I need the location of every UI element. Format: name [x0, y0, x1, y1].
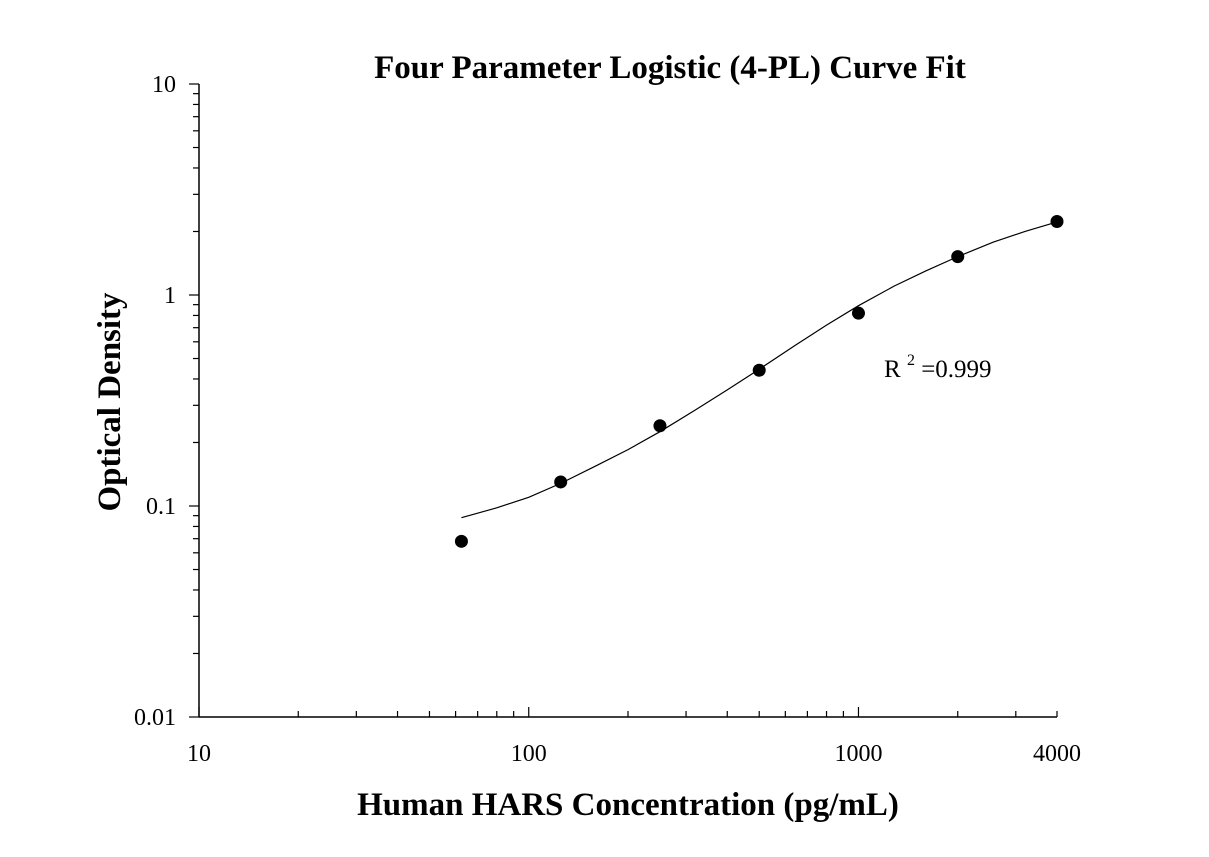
data-point — [1050, 215, 1064, 229]
axes — [198, 84, 1057, 718]
x-tick-label: 10 — [187, 741, 211, 767]
y-tick-label: 1 — [164, 283, 176, 309]
data-point — [951, 250, 965, 264]
data-point — [851, 306, 865, 320]
y-tick-label: 0.01 — [134, 705, 176, 731]
data-point — [554, 475, 568, 489]
x-tick-label: 4000 — [1033, 741, 1081, 767]
chart-title: Four Parameter Logistic (4-PL) Curve Fit — [374, 50, 966, 86]
y-axis-label: Optical Density — [92, 292, 128, 512]
y-tick-label: 10 — [152, 72, 176, 98]
r-squared-superscript: 2 — [907, 352, 915, 369]
data-point — [454, 534, 468, 548]
r-squared-base: R — [884, 356, 901, 383]
data-point — [653, 419, 667, 433]
tick-marks: 10 100 1000 4000 0.01 0.1 1 10 — [134, 72, 1081, 767]
data-points — [454, 215, 1064, 548]
data-point — [752, 363, 766, 377]
r-squared-value: =0.999 — [921, 356, 991, 383]
x-tick-label: 100 — [511, 741, 547, 767]
r-squared-annotation: R 2 =0.999 — [884, 344, 992, 383]
x-axis-label: Human HARS Concentration (pg/mL) — [357, 787, 899, 823]
x-tick-label: 1000 — [834, 741, 882, 767]
y-tick-label: 0.1 — [146, 494, 176, 520]
